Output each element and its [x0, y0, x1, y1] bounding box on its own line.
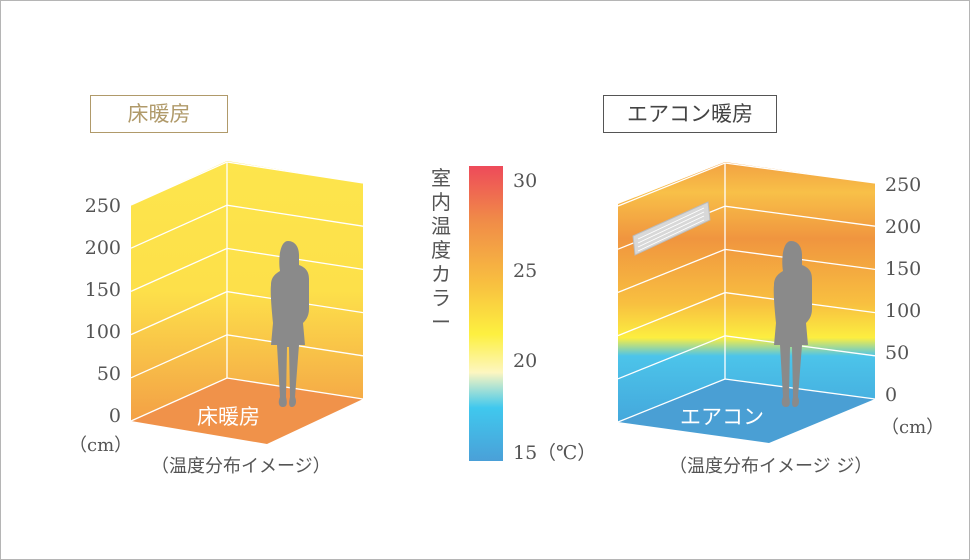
- floor-heating-floor-label: 床暖房: [197, 405, 260, 429]
- right-axis-unit: （cm）: [881, 417, 945, 438]
- axis-tick-50: 50: [96, 363, 121, 385]
- floor-heating-title: 床暖房: [90, 95, 228, 133]
- right-caption: （温度分布イメージ ジ）: [669, 456, 873, 477]
- axis-tick-0: 0: [108, 405, 121, 427]
- air-conditioner-title: エアコン暖房: [603, 95, 777, 133]
- left-wall: [131, 161, 227, 421]
- axis-tick-150: 150: [885, 258, 922, 280]
- floor: [131, 378, 363, 444]
- floor: [618, 379, 875, 443]
- axis-tick-250: 250: [84, 195, 121, 217]
- legend-tick-20: 20: [513, 350, 538, 372]
- axis-tick-0: 0: [885, 384, 898, 406]
- axis-tick-200: 200: [84, 237, 121, 259]
- legend-title: 室内温度カラー: [431, 166, 451, 334]
- axis-tick-250: 250: [885, 174, 922, 196]
- axis-tick-50: 50: [885, 342, 910, 364]
- height-gridlines: [130, 161, 364, 422]
- person-silhouette: [270, 241, 309, 407]
- axis-tick-200: 200: [885, 216, 922, 238]
- floor-heating-room: [130, 161, 364, 444]
- air-conditioner-floor-label: エアコン: [680, 405, 764, 429]
- legend-unit: （℃）: [537, 442, 597, 464]
- legend-tick-25: 25: [513, 260, 538, 282]
- air-conditioner-unit-icon: [632, 201, 711, 256]
- axis-tick-150: 150: [84, 279, 121, 301]
- axis-tick-100: 100: [885, 300, 922, 322]
- left-caption: （温度分布イメージ）: [151, 456, 331, 477]
- left-wall: [618, 162, 725, 422]
- legend-tick-30: 30: [513, 170, 538, 192]
- legend-tick-15: 15: [513, 442, 538, 464]
- axis-tick-100: 100: [84, 321, 121, 343]
- temperature-color-scale: [469, 166, 503, 461]
- air-conditioner-room: [617, 162, 876, 443]
- left-axis-unit: （cm）: [69, 435, 133, 456]
- person-silhouette: [773, 241, 812, 407]
